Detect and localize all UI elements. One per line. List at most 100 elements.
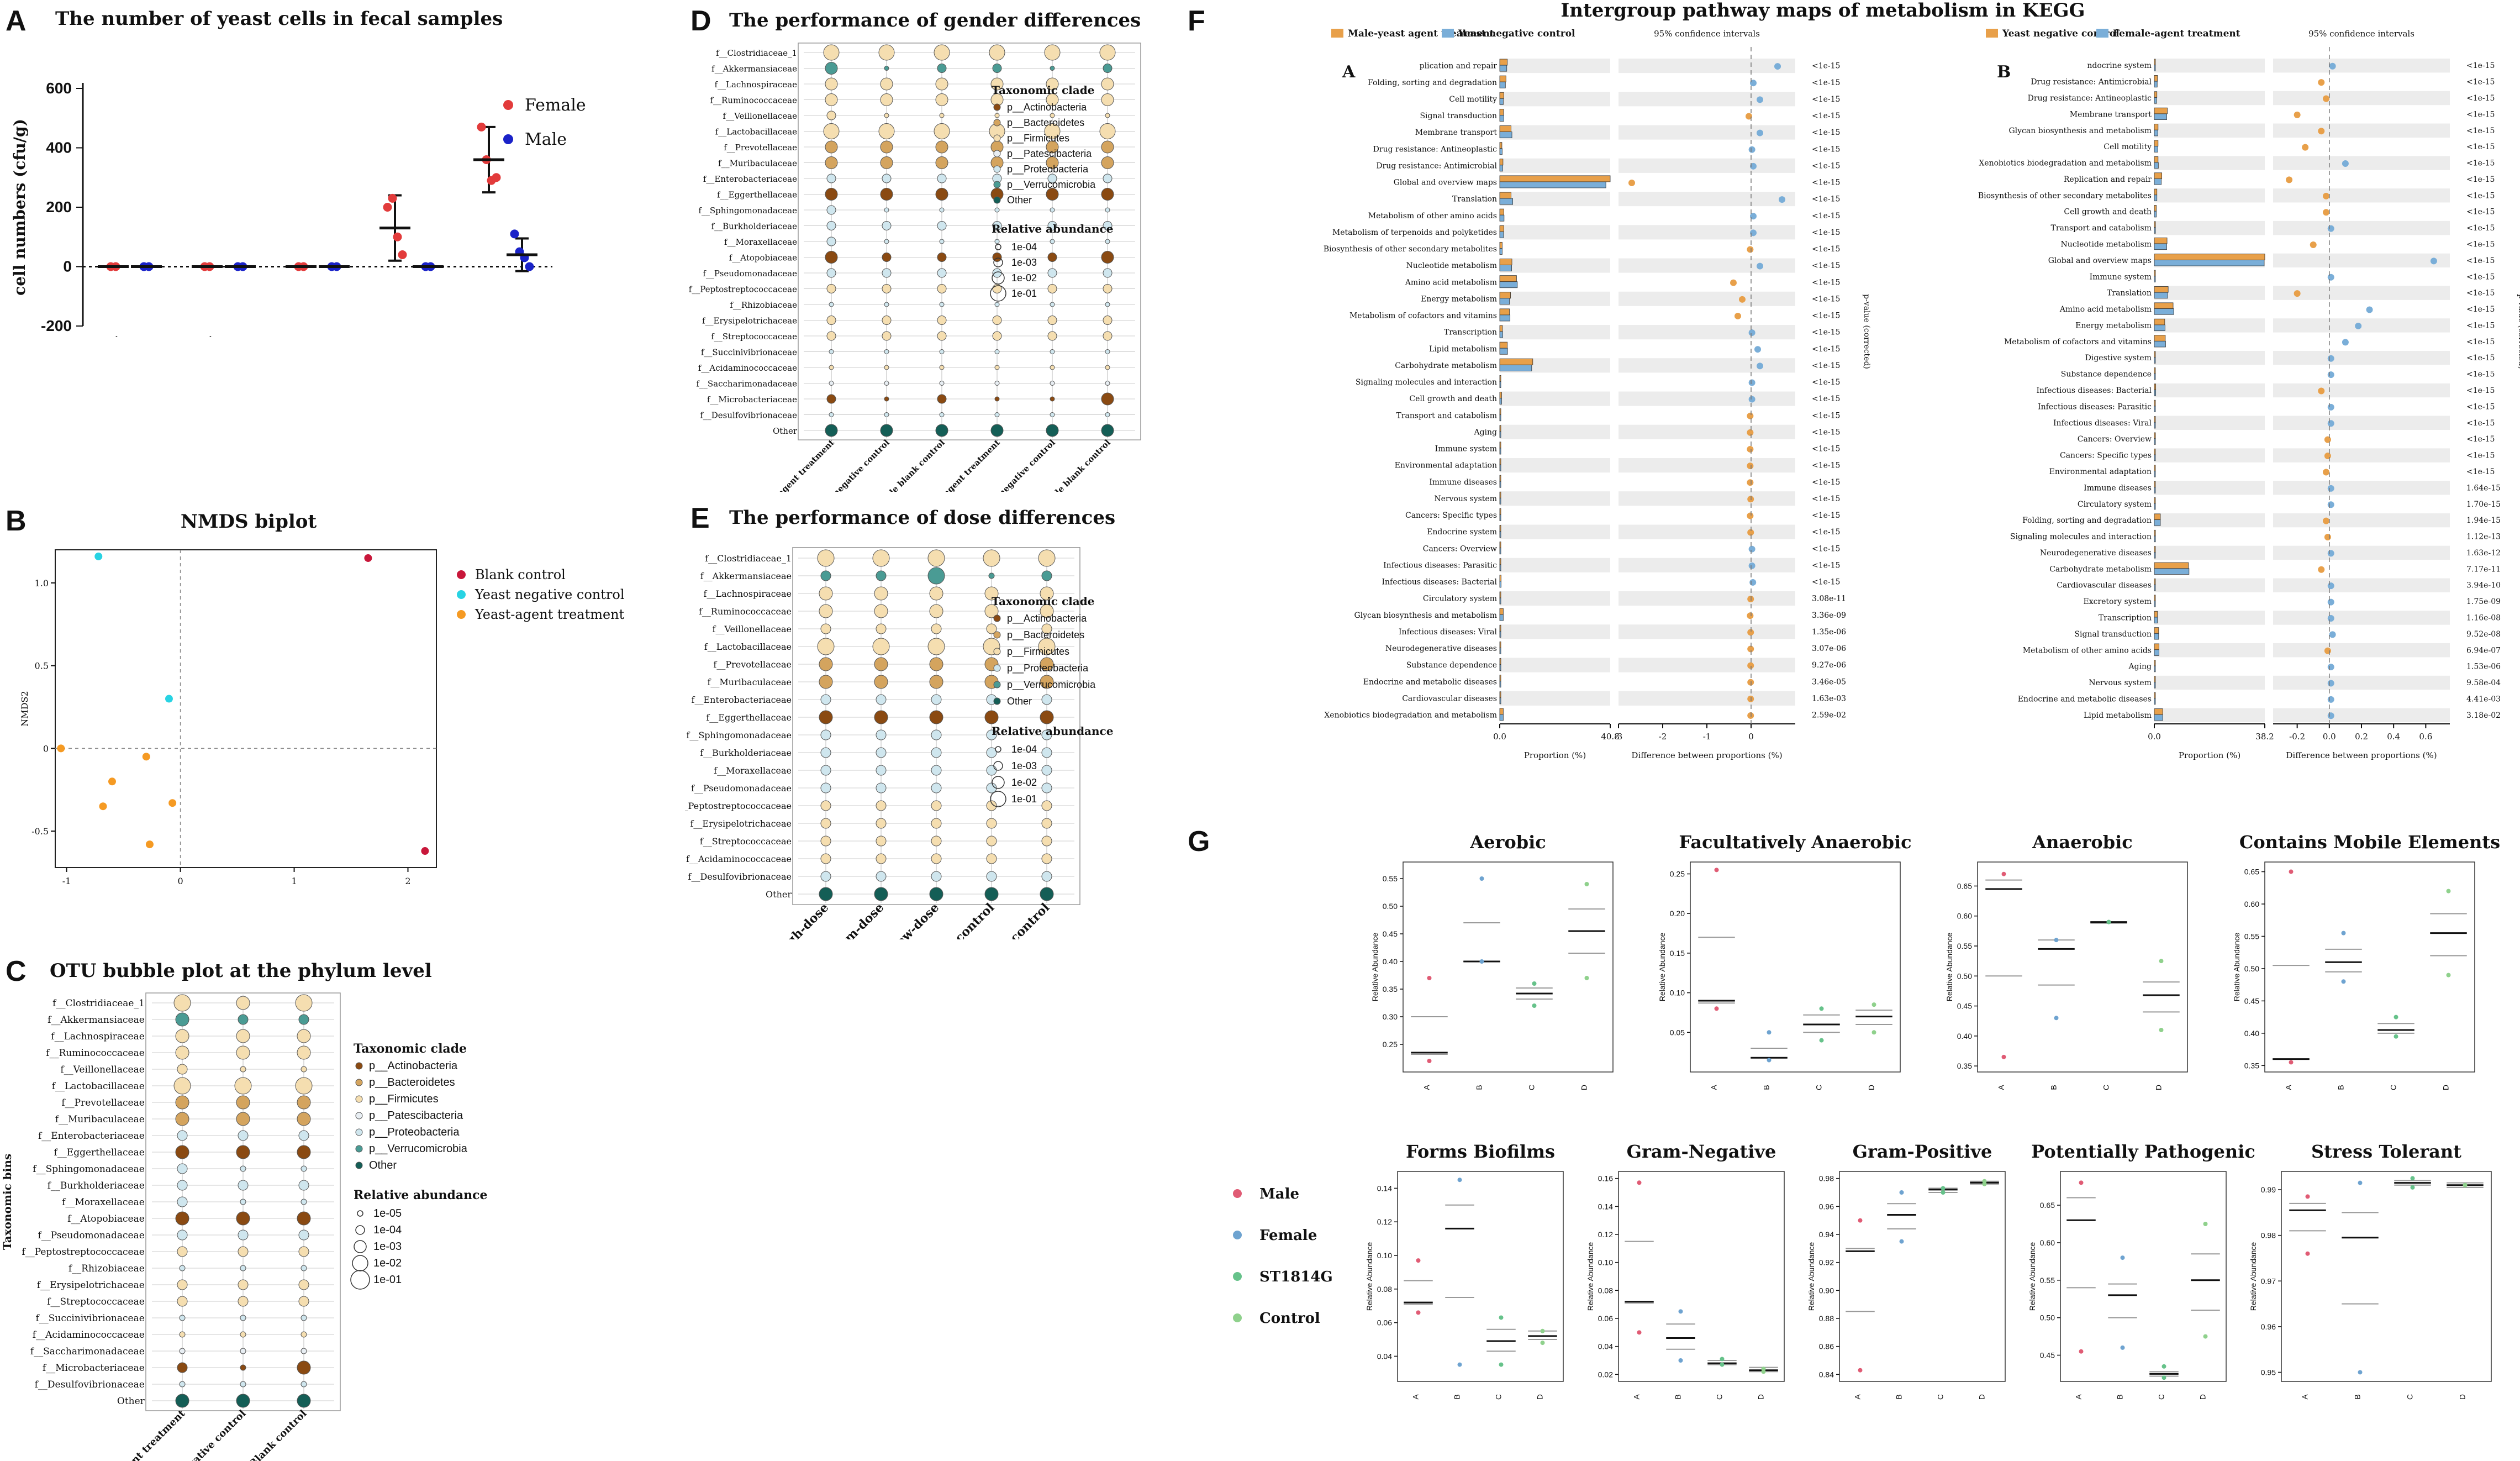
pathway-label: Infectious diseases: Parasitic [2038, 402, 2152, 411]
x-tick-label: B [2049, 1085, 2058, 1090]
y-tick-label: 0.60 [1957, 912, 1972, 921]
y-tick-label: f__Erysipelotrichaceae [37, 1280, 145, 1291]
subplot-title: Contains Mobile Elements [2239, 832, 2500, 853]
bar-group1 [1499, 491, 1501, 498]
bubble [819, 887, 833, 901]
row-band [1500, 92, 1610, 107]
panel-f-chart: F Intergroup pathway maps of metabolism i… [1188, 0, 2520, 760]
bubble [300, 1199, 307, 1205]
row-band [2273, 416, 2450, 430]
y-tick-label: 0.25 [1670, 870, 1685, 879]
bar-group2 [1499, 364, 1532, 371]
x-tick-label: B [2353, 1394, 2362, 1399]
row-band [1500, 59, 1610, 73]
pathway-label: Cardiovascular diseases [2057, 581, 2152, 590]
y-tick-label: 0.94 [1819, 1230, 1834, 1239]
diff-point [2327, 403, 2334, 411]
bubble [240, 1199, 246, 1205]
x-tick-label: 0.0 [2148, 732, 2161, 742]
bar-group1 [2154, 318, 2165, 325]
y-axis-label: Relative Abundance [2232, 933, 2241, 1002]
data-point [2159, 959, 2164, 964]
bubble [882, 316, 892, 325]
size-legend-label: 1e-03 [1011, 257, 1037, 268]
size-legend-label: 1e-02 [1011, 777, 1037, 788]
panel-e-chart: E The performance of dose differences High… [685, 502, 1115, 939]
bar-group1 [2154, 660, 2156, 666]
p-value: <1e-15 [1812, 411, 1840, 420]
bar-group1 [1499, 542, 1501, 549]
bubble [1047, 221, 1057, 230]
legend-label: Yeast negative control [1458, 28, 1575, 39]
row-band [2273, 611, 2450, 625]
legend-dot [1233, 1231, 1242, 1239]
legend-dot [993, 681, 1001, 689]
ci-label: 95% confidence intervals [1654, 29, 1760, 39]
y-tick-label: f__Pseudomonadaceae [38, 1230, 144, 1241]
size-legend-circle [990, 791, 1006, 807]
bubble [297, 1211, 311, 1226]
bubble [1041, 853, 1052, 864]
legend-dot [993, 196, 1001, 204]
x-axis-label: NMDS1 (Stress=0.0628) [190, 894, 302, 895]
row-band [2154, 708, 2265, 722]
bubble [820, 694, 831, 705]
row-band [1619, 458, 1795, 473]
diff-point [1747, 629, 1754, 636]
pathway-label: Signaling molecules and interaction [1356, 378, 1497, 387]
p-value: <1e-15 [1812, 278, 1840, 287]
bubble [1041, 765, 1052, 776]
pathway-label: Transport and catabolism [1396, 411, 1497, 420]
x-tick-label: A [1710, 1085, 1718, 1090]
bubble [1103, 174, 1113, 183]
bubble [236, 1029, 250, 1043]
pathway-label: Nucleotide metabolism [2061, 240, 2152, 249]
bubble [826, 316, 836, 325]
bubble [820, 818, 831, 829]
bubble [929, 657, 943, 671]
legend-label: p__Patescibacteria [1007, 148, 1092, 160]
y-tick-label: f__Muribaculaceae [718, 159, 797, 169]
row-band [1619, 59, 1795, 73]
bubble [177, 1296, 188, 1307]
bubble [876, 747, 887, 758]
row-band [2273, 123, 2450, 138]
y-tick-label: f__Veillonellaceae [723, 111, 798, 121]
y-axis-label: Relative Abundance [1658, 933, 1667, 1002]
p-value: <1e-15 [1812, 245, 1840, 254]
y-tick-label: 0.45 [1957, 1002, 1972, 1011]
y-tick-label: f__Sphingomonadaceae [686, 730, 792, 740]
bubble [927, 638, 945, 655]
bubble [238, 1279, 249, 1290]
diff-point [2318, 387, 2325, 395]
p-value: <1e-15 [2466, 289, 2495, 298]
x-tick-label: A [1411, 1394, 1420, 1400]
bubble [929, 710, 943, 724]
x-tick-label: B [1475, 1085, 1484, 1090]
row-band [2154, 643, 2265, 658]
y-tick-label: f__Acidaminococcaceae [686, 854, 792, 864]
row-band [1619, 424, 1795, 439]
bubble [1041, 623, 1052, 634]
bubble [826, 174, 836, 183]
diff-point [1754, 346, 1761, 353]
row-band [1619, 591, 1795, 606]
p-value: <1e-15 [2466, 451, 2495, 460]
legend-label: ST1814G [1259, 1269, 1333, 1285]
diff-point [1747, 712, 1754, 719]
y-tick-label: f__Rhizobiaceae [730, 300, 797, 310]
diff-point [1747, 463, 1754, 470]
y-tick-label: -200 [41, 317, 72, 334]
bar-group1 [2154, 579, 2156, 585]
bubble [1101, 424, 1114, 437]
bubble [240, 1165, 246, 1172]
bar-group2 [1499, 132, 1512, 139]
bubble [986, 747, 997, 758]
data-point [2079, 1180, 2084, 1185]
y-tick-label: 200 [46, 198, 72, 216]
y-tick-label: f__Ruminococcaceae [46, 1048, 145, 1059]
p-axis-label: p-value (corrected) [2517, 294, 2520, 369]
y-tick-label: 0.04 [1377, 1352, 1392, 1360]
y-tick-label: 0.08 [1377, 1285, 1392, 1294]
pathway-label: Metabolism of other amino acids [2023, 646, 2152, 655]
